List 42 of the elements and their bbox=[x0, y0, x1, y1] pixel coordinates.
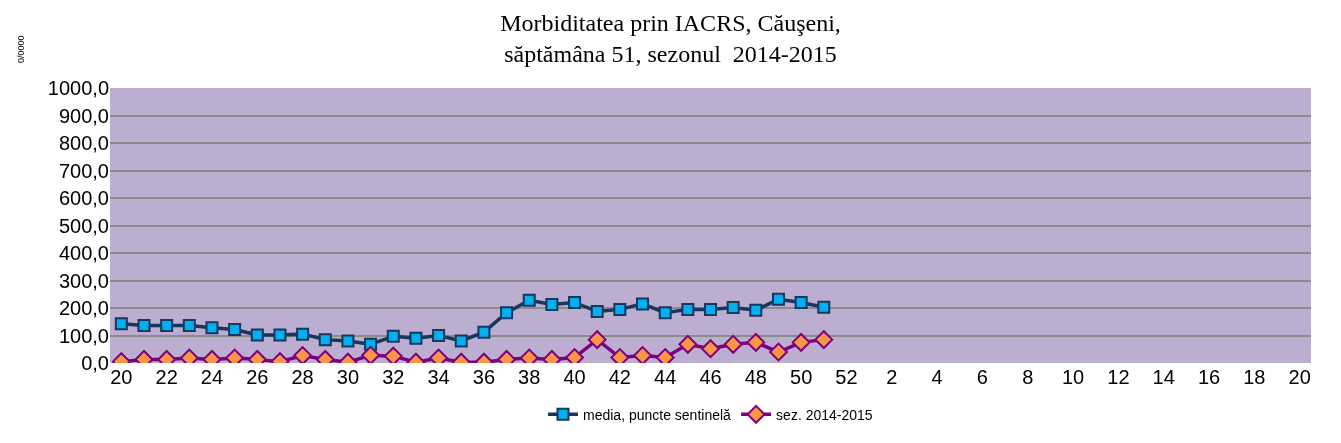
x-tick-label: 44 bbox=[654, 366, 677, 388]
chart-title: Morbiditatea prin IACRS, Căuşeni, săptămâna 51, sezonul 2014-2015 bbox=[500, 10, 841, 68]
x-tick-label: 40 bbox=[563, 366, 586, 388]
x-tick-label: 20 bbox=[110, 366, 133, 388]
x-tick-label: 2 bbox=[886, 366, 898, 388]
y-tick-label: 700,0 bbox=[58, 159, 109, 182]
legend-label: media, puncte sentinelă bbox=[583, 406, 732, 423]
x-tick-label: 14 bbox=[1152, 366, 1175, 388]
legend-label: sez. 2014-2015 bbox=[776, 406, 873, 423]
x-tick-label: 6 bbox=[976, 366, 988, 388]
x-tick-label: 12 bbox=[1107, 366, 1130, 388]
y-tick-label: 300,0 bbox=[58, 269, 109, 292]
y-tick-label: 200,0 bbox=[58, 297, 109, 319]
x-tick-label: 36 bbox=[472, 366, 496, 388]
x-tick-label: 28 bbox=[291, 366, 314, 388]
y-tick-label: 800,0 bbox=[58, 132, 109, 154]
y-tick-label: 900,0 bbox=[58, 104, 109, 127]
x-tick-label: 4 bbox=[931, 366, 943, 388]
y-tick-label: 600,0 bbox=[58, 187, 109, 209]
x-tick-label: 16 bbox=[1197, 366, 1221, 388]
x-tick-label: 42 bbox=[608, 366, 631, 388]
x-tick-label: 30 bbox=[336, 366, 360, 388]
x-tick-label: 8 bbox=[1022, 366, 1034, 388]
y-tick-label: 100,0 bbox=[58, 324, 109, 347]
x-tick-label: 48 bbox=[744, 366, 767, 388]
x-tick-label: 26 bbox=[246, 366, 269, 388]
y-tick-label: 0,0 bbox=[81, 352, 109, 374]
x-tick-label: 22 bbox=[155, 366, 178, 388]
x-tick-label: 32 bbox=[382, 366, 405, 388]
y-tick-label: 500,0 bbox=[58, 214, 109, 237]
x-tick-label: 52 bbox=[835, 366, 858, 388]
x-tick-label: 20 bbox=[1288, 366, 1311, 388]
y-tick-label: 1000,0 bbox=[47, 77, 109, 99]
x-tick-label: 46 bbox=[699, 366, 722, 388]
x-tick-label: 24 bbox=[200, 366, 224, 388]
x-tick-label: 50 bbox=[790, 366, 813, 388]
x-tick-label: 38 bbox=[518, 366, 541, 388]
y-axis-title: 0/0000 bbox=[15, 35, 26, 63]
x-tick-label: 10 bbox=[1061, 366, 1085, 388]
x-tick-label: 34 bbox=[427, 366, 450, 388]
y-tick-label: 400,0 bbox=[58, 242, 109, 264]
x-tick-label: 18 bbox=[1243, 366, 1266, 388]
